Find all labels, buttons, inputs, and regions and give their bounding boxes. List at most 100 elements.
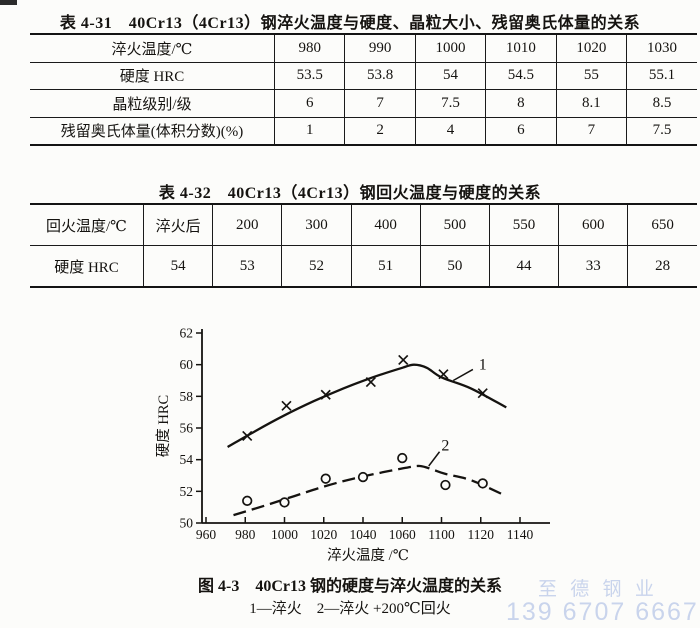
series-1-marker bbox=[365, 376, 376, 388]
series-2-marker bbox=[320, 473, 331, 484]
value-cell: 8.1 bbox=[555, 89, 627, 117]
value-cell: 8 bbox=[485, 89, 557, 117]
series-2-marker bbox=[242, 495, 253, 506]
value-cell: 1010 bbox=[485, 34, 557, 62]
table-4-32: 回火温度/℃ 淬火后 200 300 400 500 550 600 650 硬度 HRC 54 53… bbox=[30, 203, 697, 288]
curve-1-leader-line bbox=[452, 368, 474, 382]
x-tick-label: 1120 bbox=[468, 527, 495, 542]
series-2-marker bbox=[397, 452, 408, 464]
value-cell: 54 bbox=[414, 61, 486, 90]
x-axis-title: 淬火温度 /℃ bbox=[327, 547, 409, 564]
series-2-marker bbox=[440, 479, 451, 491]
row-header-cell: 晶粒级别/级 bbox=[30, 89, 275, 117]
value-cell: 980 bbox=[273, 34, 345, 62]
y-tick-label: 56 bbox=[180, 421, 194, 436]
table-row: 硬度 HRC 54 53 52 51 50 44 33 28 bbox=[30, 245, 697, 287]
value-cell: 400 bbox=[350, 204, 421, 246]
y-tick-label: 50 bbox=[180, 516, 194, 531]
value-cell: 7.5 bbox=[414, 89, 486, 117]
value-cell: 200 bbox=[212, 204, 282, 246]
series-2-marker bbox=[357, 471, 369, 483]
value-cell: 53.5 bbox=[273, 61, 345, 90]
figure-4-3-chart: 50 52 54 56 58 60 62 960 980 1000 1020 1040 1060 1100… bbox=[138, 315, 578, 565]
table-4-31: 淬火温度/℃ 980 990 1000 1010 1020 1030 硬度 HRC 53.5 53… bbox=[30, 33, 697, 146]
value-cell: 8.5 bbox=[626, 89, 697, 117]
x-tick-label: 1100 bbox=[428, 527, 455, 542]
value-cell: 1030 bbox=[626, 34, 697, 62]
series-1-marker bbox=[242, 430, 253, 442]
row-header-cell: 硬度 HRC bbox=[30, 245, 144, 287]
table-row: 残留奥氏体量(体积分数)(%) 1 2 4 6 7 7.5 bbox=[30, 116, 697, 145]
value-cell: 4 bbox=[414, 116, 486, 145]
curve-1-label: 1 bbox=[479, 357, 487, 374]
value-cell: 53.8 bbox=[344, 61, 416, 90]
value-cell: 54 bbox=[142, 245, 213, 287]
value-cell: 6 bbox=[273, 89, 345, 117]
series-1-marker bbox=[398, 354, 409, 366]
value-cell: 600 bbox=[558, 204, 628, 246]
row-header-cell: 硬度 HRC bbox=[30, 61, 275, 90]
series-2-marker bbox=[477, 478, 488, 489]
value-cell: 52 bbox=[281, 245, 352, 287]
series-1-marker bbox=[320, 389, 331, 400]
value-cell: 300 bbox=[281, 204, 352, 246]
value-cell: 53 bbox=[212, 245, 282, 287]
y-tick-label: 62 bbox=[180, 326, 194, 341]
value-cell: 7 bbox=[555, 116, 627, 145]
series-1-curve bbox=[227, 363, 507, 449]
table-4-32-title: 表 4-32 40Cr13（4Cr13）钢回火温度与硬度的关系 bbox=[158, 185, 542, 202]
y-tick-label: 60 bbox=[180, 357, 194, 372]
series-1-marker bbox=[438, 369, 449, 380]
value-cell: 1020 bbox=[555, 34, 627, 62]
table-row: 回火温度/℃ 淬火后 200 300 400 500 550 600 650 bbox=[30, 204, 697, 246]
y-tick-label: 52 bbox=[180, 484, 194, 499]
value-cell: 1000 bbox=[414, 34, 486, 62]
value-cell: 7.5 bbox=[626, 116, 697, 145]
series-2-marker bbox=[279, 497, 290, 508]
series-1-marker bbox=[477, 388, 488, 399]
value-cell: 55 bbox=[555, 61, 627, 90]
value-cell: 6 bbox=[485, 116, 557, 145]
row-header-cell: 淬火温度/℃ bbox=[111, 41, 193, 58]
value-cell: 650 bbox=[627, 204, 697, 246]
value-cell: 2 bbox=[344, 116, 416, 145]
row-header-cell: 残留奥氏体量(体积分数)(%) bbox=[30, 116, 275, 145]
value-cell: 33 bbox=[558, 245, 628, 287]
curve-2-label: 2 bbox=[441, 437, 449, 454]
curve-2-leader-line bbox=[428, 451, 441, 467]
value-cell: 50 bbox=[419, 245, 490, 287]
value-cell: 1 bbox=[273, 116, 345, 145]
table-row: 晶粒级别/级 6 7 7.5 8 8.1 8.5 bbox=[30, 89, 697, 117]
x-tick-label: 960 bbox=[196, 527, 217, 542]
value-cell: 990 bbox=[344, 34, 416, 62]
value-cell: 28 bbox=[627, 245, 697, 287]
x-tick-label: 1140 bbox=[507, 527, 534, 542]
x-tick-label: 980 bbox=[235, 527, 256, 542]
y-axis-title: 硬度 HRC bbox=[155, 395, 172, 457]
x-tick-label: 1020 bbox=[310, 527, 337, 542]
figure-legend: 1—淬火 2—淬火 +200℃回火 bbox=[249, 601, 451, 617]
value-cell: 淬火后 bbox=[142, 204, 213, 246]
scan-artifact bbox=[0, 0, 17, 5]
series-2-curve bbox=[233, 464, 507, 517]
figure-caption: 图 4-3 40Cr13 钢的硬度与淬火温度的关系 bbox=[198, 578, 502, 595]
value-cell: 500 bbox=[419, 204, 490, 246]
value-cell: 44 bbox=[488, 245, 559, 287]
hardness-vs-quench-temperature-plot: 50 52 54 56 58 60 62 960 980 1000 1020 1040 1060 1100… bbox=[155, 326, 550, 564]
value-cell: 51 bbox=[350, 245, 421, 287]
value-cell: 55.1 bbox=[626, 61, 697, 90]
table-4-31-title: 表 4-31 40Cr13（4Cr13）钢淬火温度与硬度、晶粒大小、残留奥氏体量… bbox=[59, 15, 641, 32]
value-cell: 7 bbox=[344, 89, 416, 117]
x-tick-label: 1000 bbox=[271, 527, 298, 542]
table-row: 淬火温度/℃ 980 990 1000 1010 1020 1030 bbox=[30, 34, 697, 62]
value-cell: 550 bbox=[488, 204, 559, 246]
x-tick-label: 1040 bbox=[350, 527, 377, 542]
row-header-cell: 回火温度/℃ bbox=[46, 218, 127, 235]
y-tick-label: 54 bbox=[180, 452, 194, 467]
series-1-marker bbox=[281, 400, 292, 411]
x-tick-label: 1060 bbox=[389, 527, 416, 542]
value-cell: 54.5 bbox=[485, 61, 557, 90]
table-row: 硬度 HRC 53.5 53.8 54 54.5 55 55.1 bbox=[30, 61, 697, 90]
y-tick-label: 58 bbox=[180, 389, 194, 404]
